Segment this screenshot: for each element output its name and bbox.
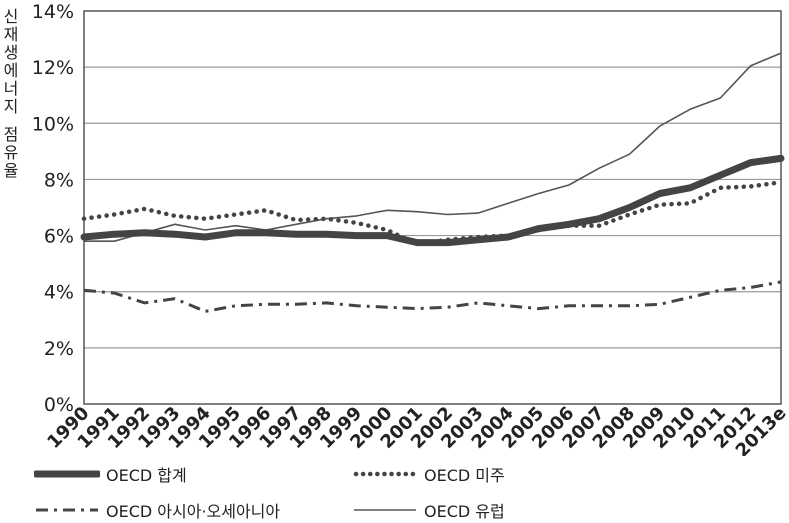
y-tick-label: 14%: [32, 1, 74, 23]
y-tick-label: 4%: [44, 282, 74, 304]
y-axis-title-char: 너: [3, 79, 19, 98]
series-line-thick: [80, 154, 785, 247]
legend-label-europe: OECD 유럽: [424, 502, 505, 521]
y-tick-label: 2%: [44, 338, 74, 360]
y-axis-title-char: 지: [3, 97, 19, 116]
legend-swatch-dotted: [353, 471, 418, 477]
legend-item-total: OECD 합계: [34, 462, 187, 486]
y-tick-label: 0%: [44, 394, 74, 416]
legend-item-americas: OECD 미주: [352, 462, 505, 486]
series-line-thin: [84, 52, 782, 242]
plot-frame: [83, 10, 782, 405]
legend-item-europe: OECD 유럽: [352, 498, 505, 522]
y-tick-label: 12%: [32, 57, 74, 79]
legend-swatch-thick: [34, 470, 100, 478]
legend-swatch-dashdot: [36, 508, 98, 512]
y-axis-title-char: 유: [3, 143, 19, 162]
y-tick-label: 8%: [44, 169, 74, 191]
y-axis-title-char: 에: [3, 61, 19, 80]
y-tick-label: 10%: [32, 113, 74, 135]
y-axis-title-char: 신: [3, 7, 19, 26]
y-axis-title-char: 점: [3, 125, 19, 144]
legend-item-asia-oceania: OECD 아시아·오세아니아: [34, 498, 280, 522]
y-axis-title-char: 재: [3, 25, 19, 44]
legend: OECD 합계 OECD 미주 OECD 아시아·오세아니아 OECD 유럽: [0, 456, 789, 523]
line-chart: 0%2%4%6%8%10%12%14%199019911992199319941…: [32, 1, 789, 456]
legend-label-asia-oceania: OECD 아시아·오세아니아: [106, 502, 281, 521]
legend-label-americas: OECD 미주: [424, 466, 505, 485]
y-axis-title-char: 율: [3, 161, 19, 180]
series-line-dashdot: [83, 280, 782, 313]
legend-swatch-thin: [354, 509, 416, 511]
y-tick-label: 6%: [44, 226, 74, 248]
legend-label-total: OECD 합계: [106, 466, 187, 485]
y-axis-title-char: 생: [3, 43, 19, 62]
